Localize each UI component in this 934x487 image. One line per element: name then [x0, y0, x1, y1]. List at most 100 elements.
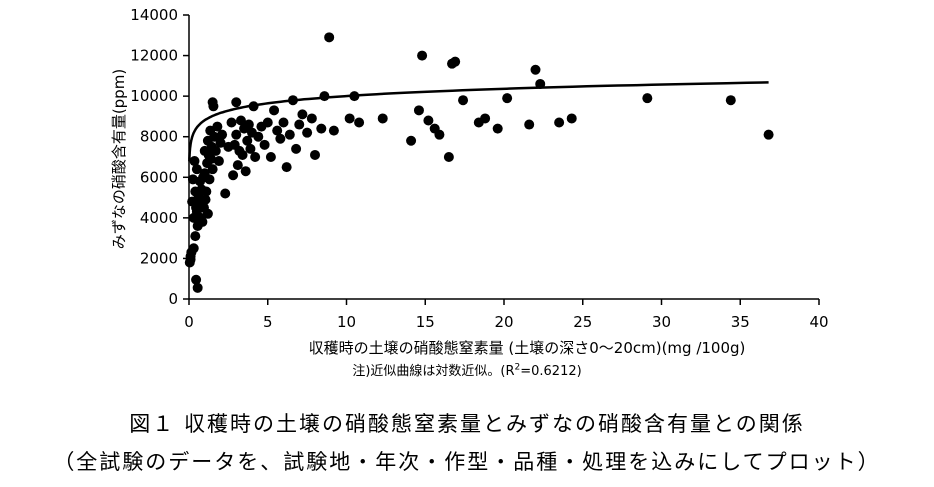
data-point	[284, 129, 295, 140]
y-tick-label: 2000	[140, 249, 178, 267]
data-point	[554, 117, 565, 128]
data-point	[200, 194, 211, 205]
data-point	[235, 115, 246, 126]
data-point	[319, 91, 330, 102]
figure-caption-title: 図１ 収穫時の土壌の硝酸態窒素量とみずなの硝酸含有量との関係	[129, 412, 805, 436]
data-point	[443, 152, 454, 162]
data-point	[530, 64, 541, 75]
data-point	[192, 282, 203, 293]
data-point	[406, 135, 417, 146]
data-point	[458, 95, 469, 106]
data-point	[502, 93, 513, 104]
data-point	[210, 145, 221, 156]
x-tick-label: 25	[573, 313, 592, 331]
y-tick-label: 8000	[140, 128, 178, 146]
data-point	[245, 143, 256, 154]
data-point	[240, 166, 251, 177]
x-tick-label: 15	[416, 313, 435, 331]
data-point	[237, 149, 248, 160]
data-point	[231, 97, 242, 108]
data-point	[190, 231, 201, 242]
data-point	[215, 137, 226, 148]
y-tick-label: 10000	[130, 87, 178, 105]
data-point	[209, 131, 220, 142]
data-point	[204, 174, 215, 185]
data-point	[242, 135, 253, 146]
data-point	[269, 105, 280, 116]
data-point	[450, 56, 461, 67]
footnote-superscript: 2	[514, 362, 521, 373]
data-point	[344, 113, 355, 124]
data-point	[306, 113, 317, 124]
data-point	[206, 154, 217, 165]
data-point	[492, 123, 503, 134]
data-point	[217, 129, 228, 140]
y-axis: 0 2000 4000 6000 8000 10000 12000 14000	[130, 6, 190, 308]
data-point	[275, 133, 286, 144]
x-tick-label: 30	[652, 313, 671, 331]
data-point	[417, 50, 428, 61]
data-point	[316, 123, 327, 134]
x-tick-label: 5	[263, 313, 273, 331]
figure-caption-subtitle: （全試験のデータを、試験地・年次・作型・品種・処理を込みにしてプロット）	[53, 450, 881, 474]
x-tick-label: 10	[337, 313, 356, 331]
data-point	[302, 127, 313, 138]
y-tick-label: 12000	[130, 47, 178, 65]
data-point	[377, 113, 388, 124]
data-point	[281, 162, 292, 173]
x-tick-label: 0	[184, 313, 194, 331]
log-trendline	[188, 81, 769, 162]
y-tick-label: 6000	[140, 168, 178, 186]
footnote: 注)近似曲線は対数近似。(R2=0.6212)	[0, 360, 934, 379]
data-point	[207, 164, 218, 175]
y-tick-label: 14000	[130, 6, 178, 24]
data-point	[566, 113, 577, 124]
x-axis-label: 収穫時の土壌の硝酸態窒素量 (土壌の深さ0～20cm)(mg /100g)	[309, 339, 746, 357]
data-point	[642, 93, 653, 104]
footnote-suffix: =0.6212)	[520, 364, 582, 379]
data-point	[262, 117, 273, 128]
data-point	[197, 216, 208, 227]
y-tick-label: 0	[168, 290, 178, 308]
y-tick-label: 4000	[140, 209, 178, 227]
data-point	[220, 188, 231, 199]
data-point	[259, 139, 270, 150]
data-point	[191, 274, 202, 285]
data-point	[201, 186, 212, 197]
data-point	[354, 117, 365, 128]
data-point	[188, 243, 199, 254]
data-point	[328, 125, 339, 136]
data-point	[228, 170, 239, 181]
y-axis-label: みずなの硝酸含有量(ppm)	[110, 69, 128, 249]
data-point	[232, 160, 243, 171]
data-point	[272, 125, 283, 136]
data-point	[253, 131, 264, 142]
x-axis: 0 5 10 15 20 25 30 35 40	[184, 298, 829, 331]
data-point	[434, 129, 445, 140]
x-tick-label: 20	[494, 313, 513, 331]
data-point	[763, 129, 774, 140]
data-point	[480, 113, 491, 124]
data-point	[231, 129, 242, 140]
data-point	[294, 119, 305, 130]
data-point	[413, 105, 424, 116]
data-point	[250, 152, 261, 162]
data-point	[324, 32, 335, 43]
data-point	[725, 95, 736, 106]
data-point	[202, 208, 213, 219]
x-tick-label: 35	[731, 313, 750, 331]
x-tick-label: 40	[809, 313, 828, 331]
data-point	[212, 121, 223, 132]
data-point	[191, 164, 202, 175]
data-point	[310, 149, 320, 160]
data-point	[423, 115, 434, 126]
data-point	[226, 117, 237, 128]
data-point	[265, 152, 276, 162]
footnote-prefix: 注)近似曲線は対数近似。(R	[352, 364, 515, 379]
data-point	[291, 143, 302, 154]
data-point	[524, 119, 535, 130]
data-point	[189, 156, 200, 167]
data-points	[184, 32, 774, 293]
data-point	[208, 101, 219, 112]
data-point	[278, 117, 289, 128]
